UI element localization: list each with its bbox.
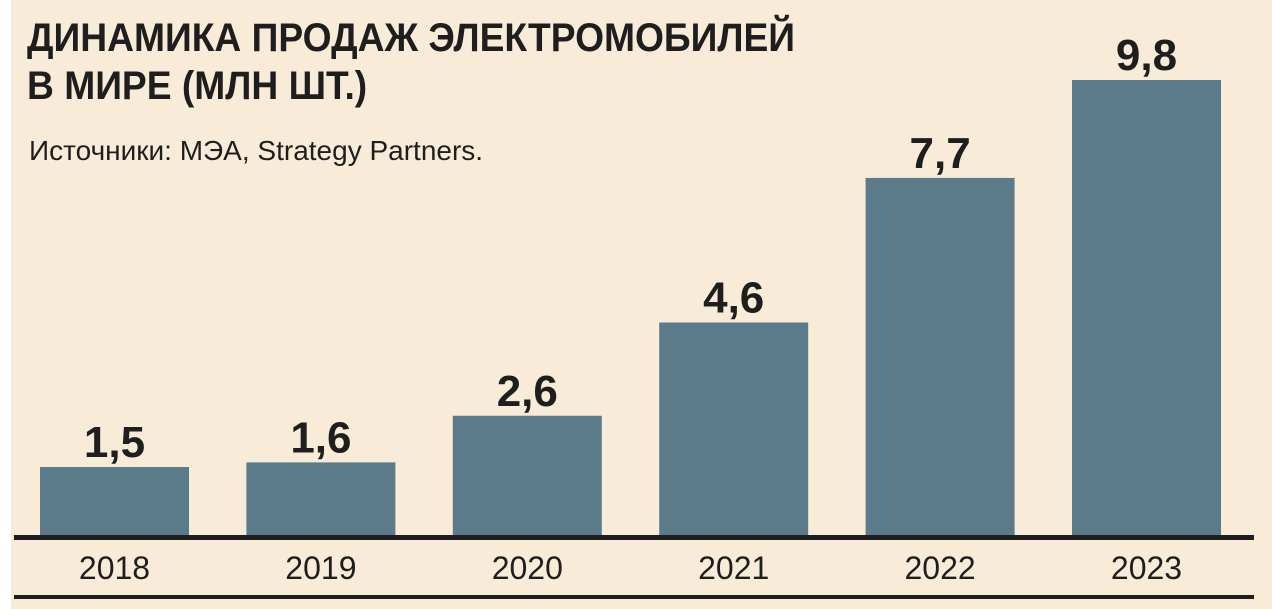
value-label-2022: 7,7 xyxy=(910,129,971,178)
bar-2021 xyxy=(659,322,809,537)
value-label-2019: 1,6 xyxy=(290,413,351,462)
bar-2018 xyxy=(40,467,189,537)
bar-2020 xyxy=(452,415,602,537)
x-tick-label-2018: 2018 xyxy=(79,550,150,586)
baseline-axis xyxy=(14,535,1254,540)
title-line-2: В МИРЕ (МЛН ШТ.) xyxy=(27,64,368,108)
bar-2019 xyxy=(246,462,396,537)
bottom-rule xyxy=(14,595,1254,599)
title-line-1: ДИНАМИКА ПРОДАЖ ЭЛЕКТРОМОБИЛЕЙ xyxy=(27,16,796,60)
value-label-2023: 9,8 xyxy=(1116,31,1177,80)
bar-2023 xyxy=(1072,80,1221,537)
value-label-2021: 4,6 xyxy=(703,273,764,322)
value-label-2020: 2,6 xyxy=(497,367,558,416)
x-tick-label-2023: 2023 xyxy=(1111,550,1182,586)
chart-title: ДИНАМИКА ПРОДАЖ ЭЛЕКТРОМОБИЛЕЙ В МИРЕ (М… xyxy=(27,14,795,110)
chart-panel xyxy=(11,0,1272,609)
value-label-2018: 1,5 xyxy=(84,418,145,467)
x-tick-label-2022: 2022 xyxy=(905,550,976,586)
bar-2022 xyxy=(865,177,1015,537)
x-tick-label-2020: 2020 xyxy=(492,550,563,586)
chart-source: Источники: МЭА, Strategy Partners. xyxy=(29,135,484,166)
x-tick-label-2021: 2021 xyxy=(698,550,769,586)
x-tick-label-2019: 2019 xyxy=(285,550,356,586)
